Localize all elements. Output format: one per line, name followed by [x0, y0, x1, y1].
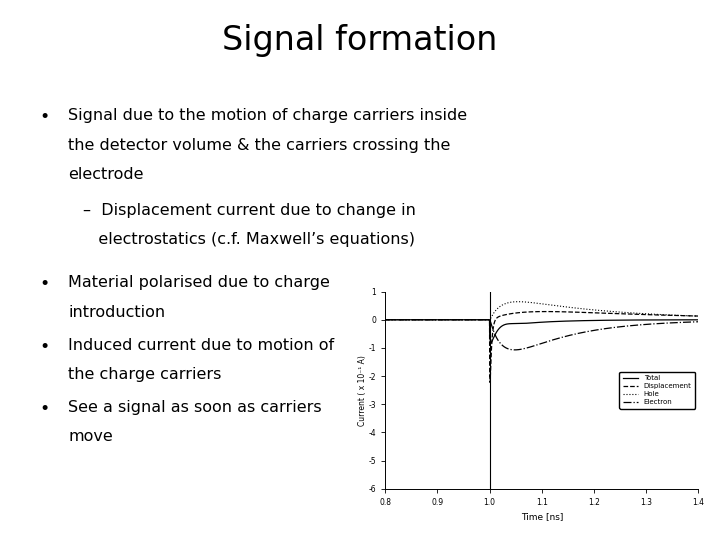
- Total: [628, 317, 636, 323]
- Displacement: [525, 309, 534, 315]
- Hole: [694, 313, 703, 319]
- Text: the charge carriers: the charge carriers: [68, 367, 222, 382]
- Text: Signal formation: Signal formation: [222, 24, 498, 57]
- Text: •: •: [40, 275, 50, 293]
- Y-axis label: Current ( x 10⁻¹ A): Current ( x 10⁻¹ A): [358, 355, 367, 426]
- Hole: [514, 299, 523, 305]
- Total: [381, 316, 390, 323]
- Hole: [525, 299, 534, 306]
- Text: electrode: electrode: [68, 167, 144, 183]
- Hole: [534, 300, 542, 307]
- Electron: [694, 319, 703, 325]
- X-axis label: Time [ns]: Time [ns]: [521, 512, 563, 521]
- Legend: Total, Displacement, Hole, Electron: Total, Displacement, Hole, Electron: [619, 372, 695, 409]
- Electron: [685, 319, 693, 325]
- Electron: [525, 344, 534, 350]
- Hole: [381, 316, 390, 323]
- Displacement: [541, 308, 550, 315]
- Text: Material polarised due to charge: Material polarised due to charge: [68, 275, 330, 291]
- Text: the detector volume & the carriers crossing the: the detector volume & the carriers cross…: [68, 138, 451, 153]
- Text: move: move: [68, 429, 113, 444]
- Displacement: [628, 311, 636, 318]
- Hole: [685, 313, 693, 319]
- Total: [487, 339, 495, 346]
- Displacement: [397, 316, 405, 323]
- Line: Total: Total: [385, 320, 698, 342]
- Text: –  Displacement current due to change in: – Displacement current due to change in: [83, 202, 415, 218]
- Electron: [628, 322, 636, 329]
- Text: See a signal as soon as carriers: See a signal as soon as carriers: [68, 400, 322, 415]
- Electron: [685, 319, 694, 325]
- Line: Displacement: Displacement: [385, 312, 698, 382]
- Electron: [510, 347, 519, 353]
- Line: Electron: Electron: [385, 320, 698, 350]
- Electron: [397, 316, 405, 323]
- Displacement: [685, 313, 694, 319]
- Text: •: •: [40, 400, 50, 417]
- Line: Hole: Hole: [385, 302, 698, 320]
- Total: [685, 316, 693, 323]
- Total: [685, 316, 694, 323]
- Electron: [381, 316, 390, 323]
- Text: Signal due to the motion of charge carriers inside: Signal due to the motion of charge carri…: [68, 108, 467, 123]
- Hole: [685, 313, 694, 319]
- Total: [525, 320, 534, 326]
- Total: [694, 316, 703, 323]
- Text: introduction: introduction: [68, 305, 166, 320]
- Text: •: •: [40, 338, 50, 355]
- Hole: [397, 316, 405, 323]
- Displacement: [685, 313, 694, 319]
- Displacement: [534, 308, 542, 315]
- Total: [397, 316, 405, 323]
- Text: •: •: [40, 108, 50, 126]
- Hole: [628, 309, 636, 316]
- Displacement: [694, 313, 703, 319]
- Displacement: [486, 379, 495, 386]
- Text: electrostatics (c.f. Maxwell’s equations): electrostatics (c.f. Maxwell’s equations…: [83, 232, 415, 247]
- Text: Induced current due to motion of: Induced current due to motion of: [68, 338, 335, 353]
- Electron: [534, 341, 542, 348]
- Displacement: [381, 316, 390, 323]
- Total: [534, 319, 542, 326]
